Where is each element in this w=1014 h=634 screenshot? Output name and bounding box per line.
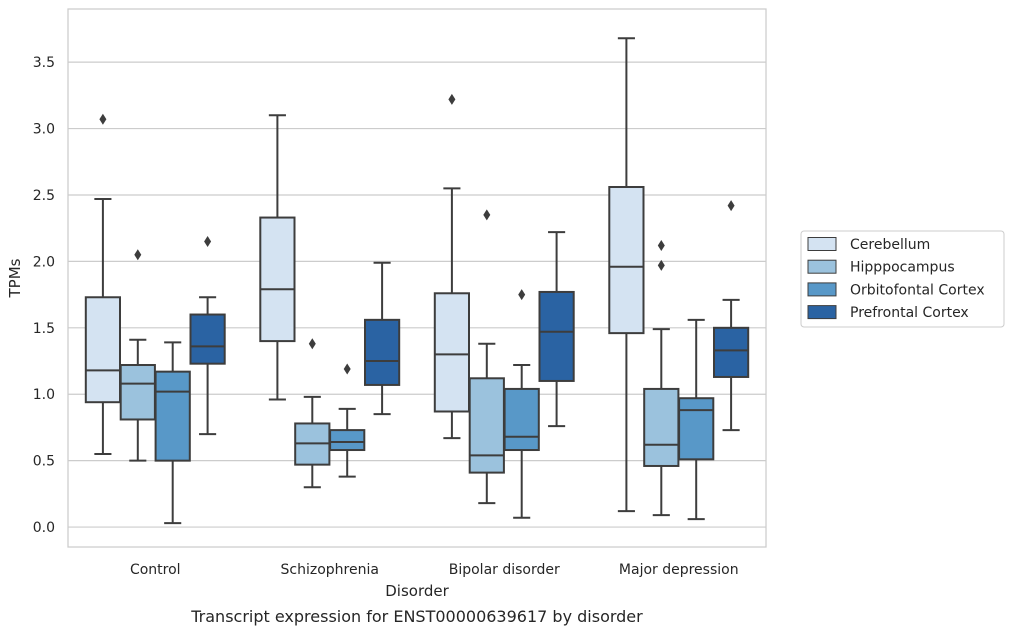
box-group [503, 289, 540, 519]
outlier-point [343, 363, 351, 375]
box [538, 290, 575, 382]
box-group [84, 113, 122, 456]
legend-swatch [807, 259, 837, 274]
y-axis-label: TPMs [6, 258, 24, 298]
y-tick-label: 2.0 [33, 254, 55, 270]
outlier-point [308, 338, 316, 350]
outlier-point [657, 239, 665, 251]
y-tick-labels: 0.0 0.5 1.0 1.5 2.0 2.5 3.0 3.5 [33, 55, 55, 536]
x-tick-label: Major depression [619, 562, 739, 578]
box [154, 370, 191, 462]
box-group [259, 114, 296, 401]
legend-frame [800, 230, 1005, 328]
legend-swatch [807, 305, 837, 320]
box [329, 429, 366, 452]
plot-frame [67, 8, 767, 548]
legend-label: Prefrontal Cortex [850, 305, 969, 321]
x-axis-label: Disorder [385, 582, 449, 600]
box-group [433, 93, 471, 440]
box-group [329, 363, 366, 478]
legend-label: Cerebellum [850, 237, 930, 253]
box-group [189, 235, 226, 436]
box [259, 216, 296, 343]
y-tick-label: 1.0 [33, 387, 55, 403]
box-group [643, 239, 680, 517]
box-group [119, 249, 156, 462]
y-tick-label: 3.5 [33, 55, 55, 71]
box-group [538, 231, 575, 428]
y-tick-label: 0.0 [33, 520, 55, 536]
box [608, 186, 645, 335]
y-tick-label: 1.5 [33, 321, 55, 337]
box-groups [84, 37, 750, 525]
outlier-point [134, 249, 142, 261]
outlier-point [448, 93, 456, 105]
outlier-point [99, 113, 107, 125]
box-group [608, 37, 645, 513]
box-group [468, 209, 505, 505]
y-tick-label: 3.0 [33, 122, 55, 138]
box-group [363, 261, 401, 416]
box [189, 313, 226, 365]
legend-swatch [807, 282, 837, 297]
y-tick-label: 0.5 [33, 454, 55, 470]
box [84, 296, 122, 404]
outlier-point [483, 209, 491, 221]
box [678, 397, 715, 461]
box-group [678, 318, 715, 521]
legend: Cerebellum Hipppocampus Orbitofontal Corte… [800, 230, 1005, 328]
box-group [712, 200, 750, 432]
box-group [154, 341, 191, 525]
x-tick-labels: Control Schizophrenia Bipolar disorder Majo… [130, 562, 739, 578]
x-tick-label: Schizophrenia [281, 562, 379, 578]
outlier-point [657, 259, 665, 271]
x-tick-label: Bipolar disorder [449, 562, 560, 578]
box [712, 326, 750, 378]
box [363, 318, 401, 386]
y-tick-label: 2.5 [33, 188, 55, 204]
box [119, 364, 156, 421]
outlier-point [727, 200, 735, 212]
legend-label: Hipppocampus [850, 260, 955, 276]
box [468, 377, 505, 474]
box [503, 387, 540, 452]
box [433, 292, 471, 413]
figure-caption: Transcript expression for ENST0000063961… [190, 607, 643, 626]
outlier-point [518, 289, 526, 301]
legend-label: Orbitofontal Cortex [850, 282, 985, 298]
x-tick-label: Control [130, 562, 181, 578]
legend-swatch [807, 237, 837, 251]
box [643, 387, 680, 467]
outlier-point [204, 235, 212, 247]
